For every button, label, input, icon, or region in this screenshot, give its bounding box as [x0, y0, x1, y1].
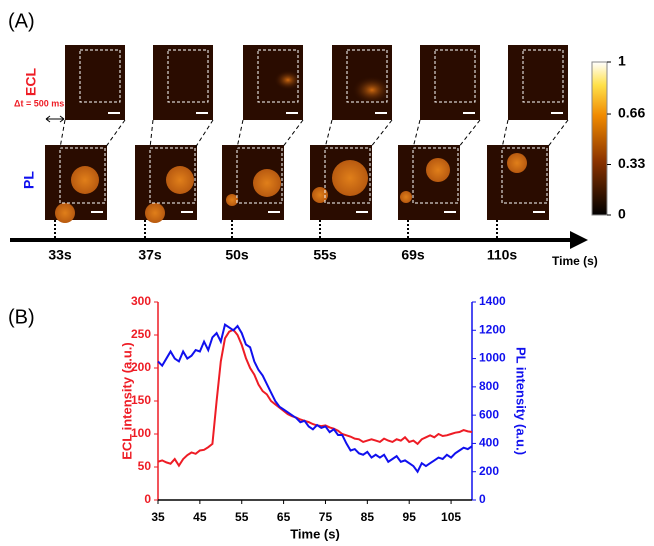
roi-box [434, 49, 476, 103]
y-tick-label: 50 [138, 459, 152, 473]
time-label: 69s [401, 247, 425, 263]
roi-box [59, 147, 106, 204]
y2-tick-label: 400 [479, 436, 499, 450]
roi-box [149, 147, 196, 204]
colorbar [591, 61, 608, 216]
connector [412, 119, 421, 149]
x-tick-label: 95 [403, 510, 417, 524]
y2-tick-label: 0 [479, 492, 486, 506]
connector [324, 119, 333, 149]
interval-arrow [45, 115, 65, 123]
cell [166, 166, 194, 194]
y-tick-label: 0 [144, 492, 151, 506]
roi-box [412, 147, 459, 204]
colorbar-label: 1 [618, 53, 626, 69]
y-tick-label: 250 [131, 327, 151, 341]
y2-tick-label: 1400 [479, 294, 506, 308]
roi-box [257, 49, 299, 103]
x-tick-label: 105 [441, 510, 461, 524]
x-tick-label: 35 [151, 510, 165, 524]
cell [226, 194, 238, 206]
panel-label: (A) [8, 10, 35, 32]
row-label: ECL [23, 68, 39, 96]
roi-box [346, 49, 388, 103]
x-tick-label: 65 [277, 510, 291, 524]
y-tick-label: 300 [131, 294, 151, 308]
panel-label: (B) [8, 306, 35, 328]
connector [281, 119, 304, 149]
y2-tick-label: 1200 [479, 322, 506, 336]
connector [236, 119, 244, 149]
connector [369, 119, 393, 149]
colorbar-label: 0.33 [618, 155, 645, 171]
ecl-image [420, 45, 480, 120]
y-tick-label: 150 [131, 393, 151, 407]
roi-box [501, 147, 548, 204]
ecl-image [508, 45, 568, 120]
ecl-glow [274, 70, 302, 90]
cell [507, 153, 527, 173]
y-axis-label: ECL intensity (a.u.) [119, 342, 134, 460]
time-label: 33s [48, 247, 72, 263]
y2-tick-label: 200 [479, 464, 499, 478]
x-tick-label: 85 [361, 510, 375, 524]
y2-tick-label: 1000 [479, 351, 506, 365]
cell [332, 160, 368, 196]
row-label: PL [21, 171, 37, 189]
connector [194, 119, 214, 149]
pl-image [398, 145, 460, 220]
cell [55, 203, 75, 223]
connector [546, 119, 569, 149]
x-tick-label: 45 [193, 510, 207, 524]
cell [400, 191, 412, 203]
y2-tick-label: 600 [479, 407, 499, 421]
roi-box [522, 49, 564, 103]
connector [457, 119, 481, 149]
roi-box [324, 147, 371, 204]
ecl-glow [352, 76, 392, 104]
roi-box [167, 49, 209, 103]
ecl-image [153, 45, 213, 120]
cell [71, 166, 99, 194]
series-line [157, 322, 473, 474]
colorbar-label: 0.66 [618, 105, 645, 121]
x-tick-label: 55 [235, 510, 249, 524]
roi-box [79, 49, 121, 103]
connector [59, 119, 66, 149]
y-tick-label: 100 [131, 426, 151, 440]
cell [426, 158, 450, 182]
series-line [157, 328, 473, 468]
time-label: 110s [487, 247, 518, 263]
cell [253, 169, 281, 197]
y2-tick-label: 800 [479, 379, 499, 393]
timeline-arrow [570, 231, 588, 249]
ecl-image [65, 45, 125, 120]
x-tick-label: 75 [319, 510, 333, 524]
colorbar-label: 0 [618, 206, 626, 222]
time-label: 37s [138, 247, 162, 263]
time-label: 55s [313, 247, 337, 263]
connector [104, 119, 126, 149]
x-axis-label: Time (s) [290, 526, 340, 541]
y-tick-label: 200 [131, 360, 151, 374]
time-axis-label: Time (s) [552, 254, 598, 268]
y2-axis-label: PL intensity (a.u.) [514, 347, 529, 455]
time-label: 50s [225, 247, 249, 263]
interval-label: Δt = 500 ms [14, 98, 64, 108]
connector [501, 119, 509, 149]
connector [149, 119, 154, 149]
roi-box [236, 147, 283, 204]
cell [145, 203, 165, 223]
cell [312, 187, 328, 203]
